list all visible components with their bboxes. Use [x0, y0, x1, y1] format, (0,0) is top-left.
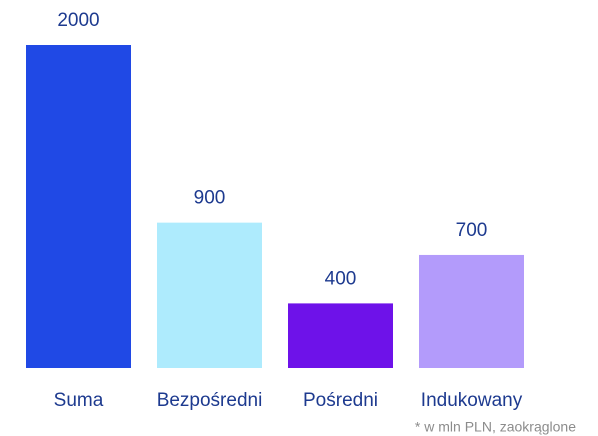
value-label: 400	[325, 268, 357, 289]
category-label: Bezpośredni	[157, 390, 263, 411]
bar	[26, 45, 131, 368]
category-label: Suma	[54, 390, 104, 411]
category-label: Pośredni	[303, 390, 378, 411]
bar	[157, 222, 262, 368]
value-label: 700	[456, 220, 488, 241]
category-label: Indukowany	[421, 390, 523, 411]
bar	[419, 254, 524, 368]
value-label: 2000	[57, 10, 99, 31]
value-label: 900	[194, 188, 226, 209]
bar	[288, 303, 393, 368]
footnote: * w mln PLN, zaokrąglone	[415, 419, 576, 435]
